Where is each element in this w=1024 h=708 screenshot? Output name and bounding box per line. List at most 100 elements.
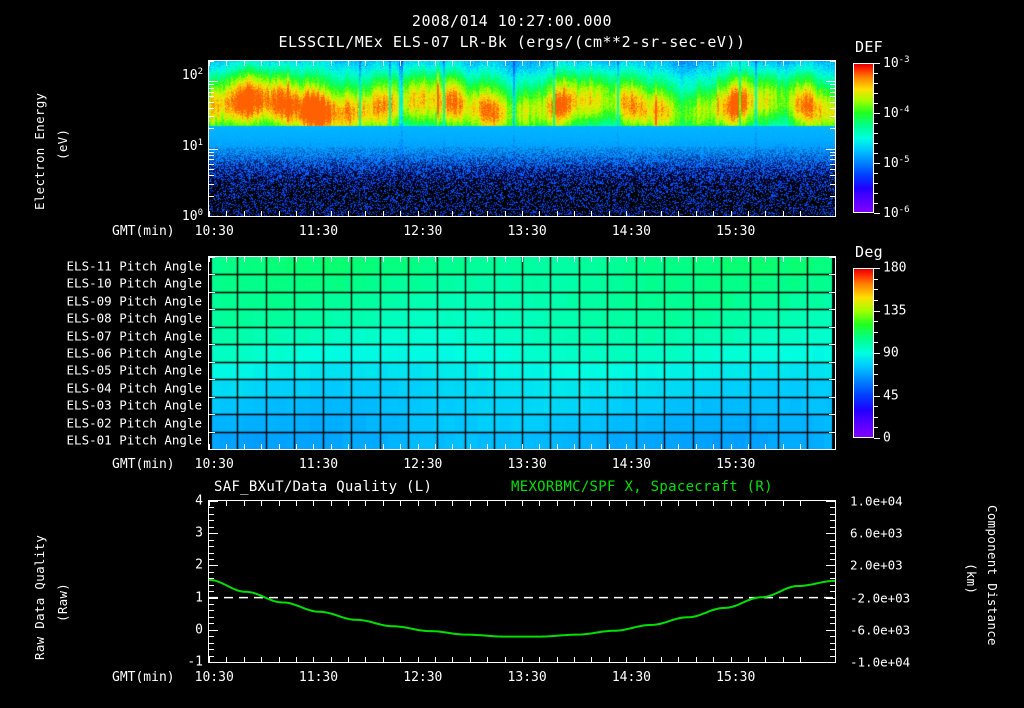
- pitch-row-label-1: ELS-01 Pitch Angle: [66, 432, 202, 448]
- panel3-xtick-12-30: 12:30: [403, 670, 443, 685]
- def-colorbar-tick-1: [874, 113, 880, 114]
- page-title: 2008/014 10:27:00.000: [0, 12, 1024, 30]
- panel3-gmt-text: GMT(min): [112, 670, 175, 685]
- def-colorbar-title: DEF: [855, 38, 883, 56]
- deg-colorbar-tick-2: [874, 353, 880, 354]
- panel3-title-right: MEXORBMC/SPF X, Spacecraft (R): [511, 479, 773, 495]
- def-colorbar-gradient: [853, 63, 874, 213]
- deg-colorbar-minor-tick-7: [874, 342, 878, 344]
- panel3-y-axis-label-left: Raw Data Quality: [32, 535, 47, 660]
- panel2-gmt-text: GMT(min): [112, 457, 175, 472]
- def-colorbar-title-text: DEF: [855, 38, 883, 56]
- deg-colorbar-group: 180 135 90 45 0: [853, 261, 1013, 446]
- panel3-y-axis-right-title: Component Distance: [985, 505, 1000, 646]
- panel1-xtick-10-30: 10:30: [194, 224, 234, 239]
- panel2-xtick-14-30: 14:30: [611, 457, 651, 472]
- panel2-xtick-13-30: 13:30: [507, 457, 547, 472]
- panel3-ytick-right-5: -1.0e+04: [850, 654, 911, 670]
- page-subtitle: ELSSCIL/MEx ELS-07 LR-Bk (ergs/(cm**2-sr…: [0, 33, 1024, 51]
- panel3-title-left-text: SAF_BXuT/Data Quality (L): [214, 479, 433, 495]
- pitch-angle-plot-area[interactable]: [208, 256, 836, 450]
- panel1-ytick-0: 102: [155, 67, 203, 83]
- def-colorbar-label-1: 10-4: [883, 104, 910, 122]
- deg-colorbar-minor-tick-13: [874, 406, 878, 408]
- pitch-row-label-5: ELS-05 Pitch Angle: [66, 362, 202, 378]
- deg-colorbar-minor-tick-14: [874, 416, 878, 418]
- def-colorbar-tick-2: [874, 163, 880, 164]
- panel1-ytick-0-exp: 2: [197, 66, 203, 77]
- panel3-y-axis-label-right: Component Distance: [985, 505, 1000, 646]
- data-quality-plot-area[interactable]: [208, 500, 836, 663]
- deg-colorbar-label-0: 180: [883, 260, 907, 276]
- panel3-ytick-left-5: -1: [187, 654, 203, 670]
- panel3-title-left: SAF_BXuT/Data Quality (L): [214, 479, 432, 495]
- def-colorbar-minor-tick-9: [874, 153, 878, 154]
- deg-colorbar-tick-1: [874, 310, 880, 312]
- panel3-xtick-14-30: 14:30: [611, 670, 651, 685]
- title-datetime: 2008/014 10:27:00.000: [411, 12, 613, 30]
- deg-colorbar-minor-tick-5: [874, 321, 878, 323]
- panel1-ytick-2-mantissa: 10: [181, 209, 198, 225]
- panel1-y-axis-unit-text: (eV): [55, 128, 70, 160]
- panel3-ytick-left-1: 3: [195, 525, 203, 541]
- panel3-ytick-right-1: 6.0e+03: [850, 525, 903, 541]
- panel3-ytick-right-2: 2.0e+03: [850, 557, 903, 573]
- pitch-row-label-8: ELS-08 Pitch Angle: [66, 310, 202, 326]
- panel3-ytick-left-4: 0: [195, 622, 203, 638]
- component-distance-curve: [209, 578, 835, 638]
- def-colorbar-minor-tick-8: [874, 143, 878, 144]
- pitch-row-label-11: ELS-11 Pitch Angle: [66, 258, 202, 274]
- deg-colorbar-label-4: 0: [883, 430, 891, 446]
- pitch-row-label-2: ELS-02 Pitch Angle: [66, 415, 202, 431]
- panel1-y-axis-label: Electron Energy: [32, 93, 47, 210]
- def-colorbar-minor-tick-7: [874, 133, 878, 134]
- spectrogram-plot-area[interactable]: [208, 60, 836, 217]
- pitch-row-label-6: ELS-06 Pitch Angle: [66, 345, 202, 361]
- def-colorbar-minor-tick-4: [874, 103, 878, 104]
- pitch-row-label-4: ELS-04 Pitch Angle: [66, 380, 202, 396]
- panel3-xtick-10-30: 10:30: [194, 670, 234, 685]
- deg-colorbar-label-3: 45: [883, 388, 899, 403]
- deg-colorbar-label-1: 135: [883, 303, 907, 318]
- subtitle-text: ELSSCIL/MEx ELS-07 LR-Bk (ergs/(cm**2-sr…: [278, 33, 746, 51]
- panel3-y-axis-left-unit-text: (Raw): [55, 582, 70, 622]
- def-colorbar-group: 10-3 10-4 10-5 10-6: [853, 55, 1013, 221]
- deg-colorbar-minor-tick-10: [874, 374, 878, 376]
- def-colorbar-minor-tick-12: [874, 183, 878, 184]
- deg-colorbar-tick-3: [874, 395, 880, 397]
- panel1-ytick-1-exp: 1: [197, 137, 203, 148]
- panel1-ytick-1-mantissa: 10: [181, 139, 198, 155]
- deg-colorbar-minor-tick-3: [874, 299, 878, 301]
- panel2-x-axis-label: GMT(min): [112, 457, 175, 472]
- panel1-ytick-2-exp: 0: [197, 207, 203, 218]
- def-colorbar-label-0: 10-3: [883, 54, 910, 72]
- panel2-xtick-11-30: 11:30: [298, 457, 339, 472]
- deg-colorbar-minor-tick-11: [874, 384, 878, 386]
- def-colorbar-minor-tick-3: [874, 93, 878, 94]
- panel3-y-axis-right-unit-text: (km): [964, 563, 979, 595]
- panel3-ytick-right-0: 1.0e+04: [850, 493, 903, 509]
- panel1-xtick-13-30: 13:30: [507, 224, 547, 239]
- deg-colorbar-minor-tick-6: [874, 331, 878, 333]
- def-colorbar-minor-tick-2: [874, 83, 878, 84]
- pitch-row-label-7: ELS-07 Pitch Angle: [66, 328, 202, 344]
- deg-colorbar-tick-4: [874, 438, 880, 439]
- def-colorbar-minor-tick-6: [874, 123, 878, 124]
- panel1-ytick-1: 101: [155, 138, 203, 154]
- panel2-xtick-12-30: 12:30: [403, 457, 443, 472]
- panel1-xtick-14-30: 14:30: [611, 224, 651, 239]
- deg-colorbar-minor-tick-2: [874, 289, 878, 291]
- panel1-xtick-11-30: 11:30: [298, 224, 339, 239]
- deg-colorbar-minor-tick-9: [874, 363, 878, 365]
- panel3-y-axis-left-title: Raw Data Quality: [32, 534, 47, 660]
- def-colorbar-label-2: 10-5: [883, 154, 910, 172]
- deg-colorbar-tick-0: [874, 268, 880, 269]
- deg-colorbar-label-2: 90: [883, 345, 899, 361]
- deg-colorbar-gradient: [853, 268, 874, 438]
- def-colorbar-label-3: 10-6: [883, 204, 910, 222]
- panel3-ytick-left-3: 1: [195, 590, 203, 606]
- panel1-xtick-12-30: 12:30: [403, 224, 443, 239]
- deg-colorbar-title-text: Deg: [855, 243, 883, 261]
- panel3-ytick-right-4: -6.0e+03: [850, 622, 911, 638]
- panel3-x-axis-label: GMT(min): [112, 670, 175, 685]
